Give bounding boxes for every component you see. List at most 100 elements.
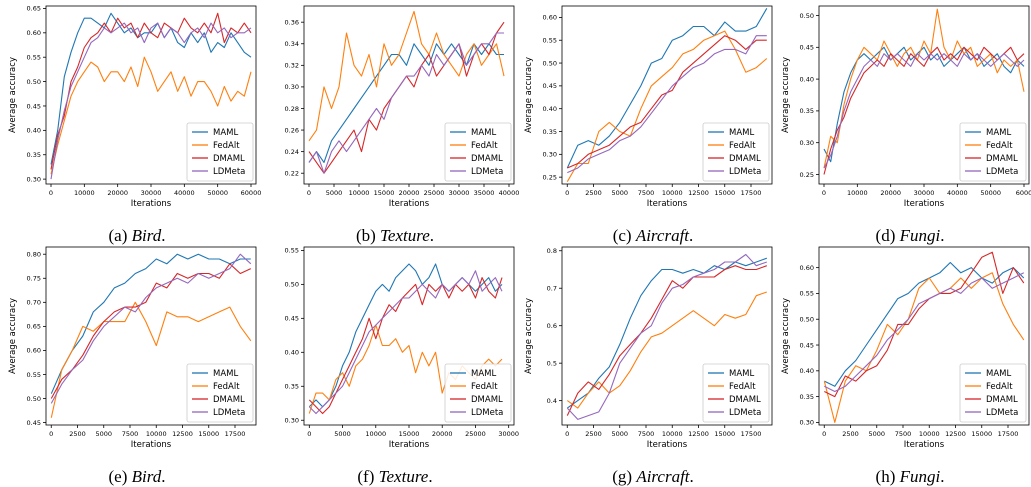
legend-label-maml: MAML xyxy=(471,369,496,379)
y-tick-label: 0.35 xyxy=(800,107,814,115)
legend-label-dmaml: DMAML xyxy=(729,154,761,164)
legend-label-dmaml: DMAML xyxy=(213,395,245,405)
y-tick-label: 0.45 xyxy=(27,419,41,427)
series-line-dmaml xyxy=(823,46,1025,175)
x-tick-label: 25000 xyxy=(465,430,486,438)
legend-box xyxy=(186,122,254,182)
caption-label: (g) xyxy=(612,467,637,486)
series-line-maml xyxy=(824,261,1025,387)
caption-label: (b) xyxy=(355,226,381,245)
caption-h: (h) Fungi. xyxy=(781,467,1031,487)
legend: MAML FedAlt DMAML LDMeta xyxy=(959,122,1027,182)
series-lines xyxy=(50,12,252,180)
legend: MAML FedAlt DMAML LDMeta xyxy=(959,363,1027,423)
x-axis-label: Iterations xyxy=(647,199,688,209)
x-tick-label: 10000 xyxy=(919,430,940,438)
legend-label-fedalt: FedAlt xyxy=(213,141,240,151)
y-tick-label: 0.45 xyxy=(285,315,299,323)
legend-label-fedalt: FedAlt xyxy=(471,382,498,392)
y-tick-label: 0.35 xyxy=(543,128,557,136)
x-tick-label: 7500 xyxy=(638,430,655,438)
x-tick-label: 0 xyxy=(49,430,53,438)
y-tick-label: 0.80 xyxy=(27,251,41,259)
y-tick-label: 0.50 xyxy=(285,281,299,289)
caption-dataset-name: Texture xyxy=(378,467,429,486)
y-tick-label: 0.60 xyxy=(27,347,41,355)
x-axis-label: Iterations xyxy=(131,199,172,209)
caption-g: (g) Aircraft. xyxy=(524,467,782,487)
x-axis-label: Iterations xyxy=(904,199,945,209)
y-tick-label: 0.28 xyxy=(285,105,299,113)
series-lines xyxy=(823,251,1025,423)
caption-dataset-name: Aircraft xyxy=(635,226,690,245)
series-line-maml xyxy=(566,8,768,169)
x-tick-label: 5000 xyxy=(611,430,628,438)
legend: MAML FedAlt DMAML LDMeta xyxy=(186,363,254,423)
caption-suffix: . xyxy=(940,467,945,486)
caption-dataset-name: Fungi xyxy=(899,467,941,486)
x-tick-label: 15000 xyxy=(374,189,395,197)
x-tick-label: 35000 xyxy=(474,189,495,197)
legend-label-dmaml: DMAML xyxy=(729,395,761,405)
x-tick-label: 40000 xyxy=(947,189,968,197)
y-tick-label: 0.6 xyxy=(547,322,557,330)
y-tick-label: 0.34 xyxy=(285,40,299,48)
x-tick-label: 15000 xyxy=(714,189,735,197)
y-tick-label: 0.4 xyxy=(547,397,557,405)
series-line-fedalt xyxy=(823,272,1025,423)
x-tick-label: 5000 xyxy=(95,430,112,438)
x-tick-label: 0 xyxy=(307,189,311,197)
chart-e: 0 2500 5000 7500 10000 12500 15000 17500 0.45 0.5… xyxy=(8,246,257,450)
y-tick-label: 0.32 xyxy=(285,62,299,70)
y-tick-label: 0.30 xyxy=(543,151,557,159)
legend-label-maml: MAML xyxy=(213,369,238,379)
x-tick-label: 12500 xyxy=(945,430,966,438)
y-tick-label: 0.30 xyxy=(800,419,814,427)
series-line-fedalt xyxy=(566,291,767,409)
y-tick-label: 0.55 xyxy=(27,54,41,62)
chart-g: 0 2500 5000 7500 10000 12500 15000 17500 0.4 0.5 0… xyxy=(524,246,773,450)
x-tick-label: 20000 xyxy=(432,430,453,438)
x-tick-label: 17500 xyxy=(741,430,762,438)
legend: MAML FedAlt DMAML LDMeta xyxy=(444,363,512,423)
chart-panel-f: 0 5000 10000 15000 20000 25000 30000 0.30 0.35 0.… xyxy=(266,241,519,486)
y-tick-label: 0.45 xyxy=(800,44,814,52)
caption-dataset-name: Texture xyxy=(380,226,430,245)
y-tick-label: 0.55 xyxy=(285,247,299,255)
legend: MAML FedAlt DMAML LDMeta xyxy=(186,122,254,182)
caption-label: (f) xyxy=(357,467,379,486)
y-tick-label: 0.60 xyxy=(800,264,814,272)
caption-suffix: . xyxy=(689,467,694,486)
x-tick-label: 15000 xyxy=(399,430,420,438)
legend-label-fedalt: FedAlt xyxy=(471,141,498,151)
y-tick-label: 0.24 xyxy=(285,148,299,156)
y-tick-label: 0.50 xyxy=(27,395,41,403)
series-line-fedalt xyxy=(308,10,505,142)
caption-label: (a) xyxy=(108,226,132,245)
x-tick-label: 2500 xyxy=(585,189,602,197)
chart-h: 0 2500 5000 7500 10000 12500 15000 17500 0.30 0.3… xyxy=(781,246,1030,450)
y-axis-label: Average accuracy xyxy=(8,298,18,374)
legend-label-fedalt: FedAlt xyxy=(729,382,756,392)
series-line-dmaml xyxy=(308,277,503,415)
y-tick-label: 0.60 xyxy=(27,29,41,37)
y-tick-label: 0.7 xyxy=(547,285,557,293)
chart-panel-g: 0 2500 5000 7500 10000 12500 15000 17500 0.4 0.5 0… xyxy=(524,241,776,486)
y-tick-label: 0.45 xyxy=(543,82,557,90)
legend-box xyxy=(444,122,512,182)
chart-panel-h: 0 2500 5000 7500 10000 12500 15000 17500 0.30 0.3… xyxy=(781,241,1031,486)
caption-suffix: . xyxy=(161,226,166,245)
y-tick-label: 0.55 xyxy=(543,37,557,45)
y-tick-label: 0.22 xyxy=(285,170,299,178)
y-tick-label: 0.60 xyxy=(543,14,557,22)
x-tick-label: 10000 xyxy=(662,430,683,438)
chart-a: 0 10000 20000 30000 40000 50000 60000 0.30 0.35 0… xyxy=(8,5,261,209)
x-tick-label: 12500 xyxy=(688,430,709,438)
legend-box xyxy=(702,122,770,182)
y-tick-label: 0.30 xyxy=(285,83,299,91)
legend-label-maml: MAML xyxy=(729,369,754,379)
y-tick-label: 0.35 xyxy=(285,383,299,391)
legend-label-ldmeta: LDMeta xyxy=(213,167,245,177)
x-tick-label: 10000 xyxy=(349,189,370,197)
caption-c: (c) Aircraft. xyxy=(524,226,782,246)
